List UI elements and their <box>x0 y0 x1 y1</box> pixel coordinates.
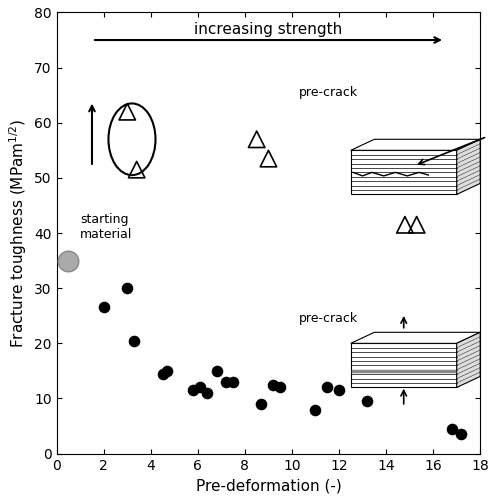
Point <box>133 166 141 173</box>
Point <box>213 367 221 375</box>
Polygon shape <box>457 332 480 388</box>
Point <box>124 108 131 116</box>
Point <box>159 370 167 378</box>
Point <box>264 154 272 162</box>
Point <box>448 425 456 433</box>
X-axis label: Pre-deformation (-): Pre-deformation (-) <box>195 478 341 493</box>
Point <box>335 386 343 394</box>
Polygon shape <box>351 332 480 344</box>
Polygon shape <box>351 150 457 194</box>
Point <box>229 378 237 386</box>
Point <box>323 384 331 392</box>
Point <box>401 221 409 229</box>
Point <box>196 384 204 392</box>
Point <box>252 136 260 143</box>
Polygon shape <box>351 140 480 150</box>
Point <box>130 336 138 344</box>
Point <box>124 284 131 292</box>
Polygon shape <box>351 344 457 388</box>
Point <box>189 386 197 394</box>
Text: increasing strength: increasing strength <box>194 22 343 38</box>
Polygon shape <box>457 140 480 194</box>
Point <box>457 430 465 438</box>
Point <box>203 389 211 397</box>
Point <box>269 380 277 388</box>
Point <box>163 367 171 375</box>
Point <box>413 221 421 229</box>
Point <box>363 397 371 405</box>
Y-axis label: Fracture toughness (MPam$^{1/2}$): Fracture toughness (MPam$^{1/2}$) <box>7 118 29 348</box>
Point <box>311 406 319 413</box>
Point <box>222 378 230 386</box>
Point <box>100 304 108 312</box>
Text: pre-crack: pre-crack <box>299 86 358 99</box>
Text: pre-crack: pre-crack <box>299 312 358 325</box>
Point <box>64 256 72 264</box>
Point <box>257 400 265 408</box>
Point <box>64 256 72 264</box>
Point <box>276 384 284 392</box>
Text: starting
material: starting material <box>80 214 132 242</box>
